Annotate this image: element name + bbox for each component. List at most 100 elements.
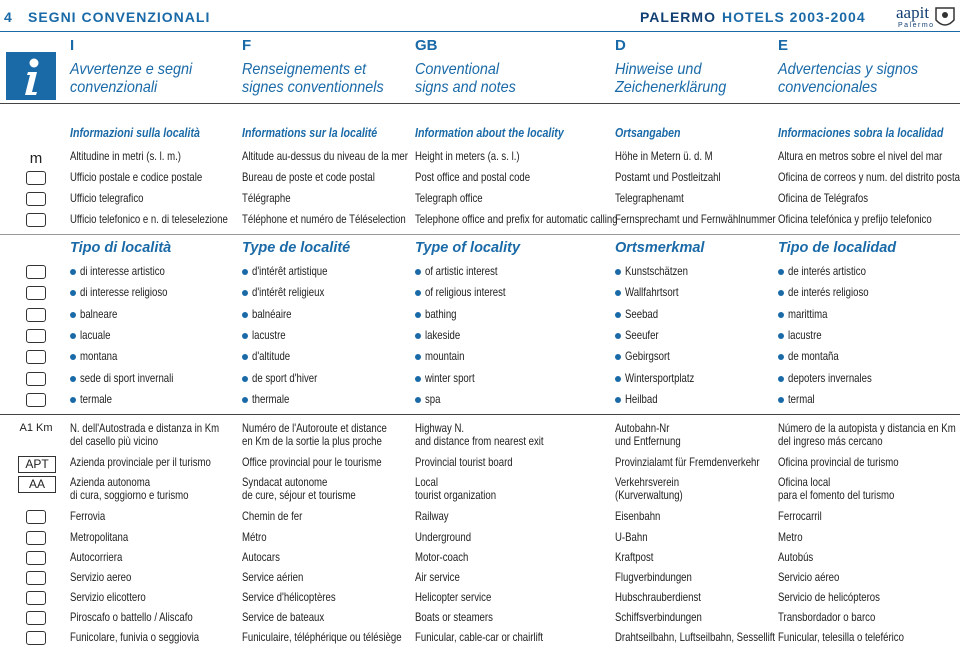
- cell-text: Bureau de poste et code postal: [242, 170, 375, 184]
- column-heading: Ortsangaben: [615, 126, 681, 140]
- column-heading: Information about the locality: [415, 126, 564, 140]
- cell-text: de montaña: [788, 349, 839, 363]
- cell-text: Servizio elicottero: [70, 590, 146, 604]
- cell-text: balneare: [80, 307, 118, 321]
- cell-text: montana: [80, 349, 118, 363]
- bullet: [242, 333, 248, 339]
- language-code: GB: [415, 37, 438, 54]
- cell-text: Altura en metros sobre el nivel del mar: [778, 149, 943, 163]
- cell-text: termale: [80, 392, 113, 406]
- cell-text: Boats or steamers: [415, 610, 493, 624]
- symbol: m: [29, 150, 43, 167]
- bullet: [415, 312, 421, 318]
- icon: [26, 510, 46, 524]
- cell-text: Local tourist organization: [415, 475, 497, 502]
- cell-text: Metropolitana: [70, 530, 129, 544]
- icon: [26, 213, 46, 227]
- cell-text: Oficina provincial de turismo: [778, 455, 899, 469]
- cell-text: Wallfahrtsort: [625, 285, 679, 299]
- cell-text: Flugverbindungen: [615, 570, 692, 584]
- cell-text: di interesse religioso: [80, 285, 168, 299]
- logo-text: aapit: [896, 3, 930, 22]
- cell-text: Téléphone et numéro de Téléselection: [242, 212, 406, 226]
- column-heading: Tipo de localidad: [778, 240, 897, 256]
- bullet: [242, 312, 248, 318]
- cell-text: Railway: [415, 509, 449, 523]
- cell-text: Seebad: [625, 307, 659, 321]
- cell-text: Télégraphe: [242, 191, 291, 205]
- cell-text: mountain: [425, 349, 465, 363]
- language-code: D: [615, 37, 626, 54]
- column-heading: Informazioni sulla località: [70, 126, 200, 140]
- cell-text: Ufficio telefonico e n. di teleselezione: [70, 212, 228, 226]
- language-code: E: [778, 37, 789, 54]
- cell-text: Número de la autopista y distancia en Km…: [778, 421, 956, 448]
- icon: [26, 308, 46, 322]
- cell-text: Fernsprechamt und Fernwählnummer: [615, 212, 776, 226]
- cell-text: spa: [425, 392, 441, 406]
- bullet: [615, 290, 621, 296]
- cell-text: Oficina telefónica y prefijo telefonico: [778, 212, 932, 226]
- header-rule: [0, 31, 960, 32]
- cell-text: Azienda autonoma di cura, soggiorno e tu…: [70, 475, 189, 502]
- cell-text: of artistic interest: [425, 264, 498, 278]
- cell-text: Highway N. and distance from nearest exi…: [415, 421, 544, 448]
- bullet: [415, 269, 421, 275]
- icon: [26, 372, 46, 386]
- icon: [26, 611, 46, 625]
- bullet: [70, 397, 76, 403]
- column-heading: Informations sur la localité: [242, 126, 378, 140]
- publication-title: HOTELS 2003-2004: [722, 9, 866, 25]
- bullet: [415, 354, 421, 360]
- cell-text: de sport d'hiver: [252, 371, 318, 385]
- cell-text: Funicular, cable-car or chairlift: [415, 630, 544, 644]
- cell-text: Seeufer: [625, 328, 659, 342]
- icon: [26, 571, 46, 585]
- cell-text: Altitude au-dessus du niveau de la mer: [242, 149, 408, 163]
- bullet: [242, 269, 248, 275]
- bullet: [615, 397, 621, 403]
- cell-text: Servizio aereo: [70, 570, 132, 584]
- bullet: [415, 333, 421, 339]
- crest: [935, 7, 955, 26]
- bullet: [70, 290, 76, 296]
- language-code: F: [242, 37, 252, 54]
- bullet: [778, 333, 784, 339]
- cell-text: Service de bateaux: [242, 610, 325, 624]
- bullet: [70, 354, 76, 360]
- column-heading: Type of locality: [415, 240, 521, 256]
- cell-text: Servicio aéreo: [778, 570, 840, 584]
- cell-text: Numéro de l'Autoroute et distance en Km …: [242, 421, 387, 448]
- cell-text: Servicio de helicópteros: [778, 590, 880, 604]
- cell-text: Provinzialamt für Fremdenverkehr: [615, 455, 760, 469]
- bullet: [70, 312, 76, 318]
- icon: [26, 329, 46, 343]
- cell-text: Höhe in Metern ü. d. M: [615, 149, 713, 163]
- cell-text: Metro: [778, 530, 803, 544]
- language-title: Hinweise und Zeichenerklärung: [615, 61, 727, 96]
- icon: [26, 286, 46, 300]
- cell-text: de interés religioso: [788, 285, 869, 299]
- rule: [0, 234, 960, 235]
- cell-text: Kraftpost: [615, 550, 654, 564]
- language-title: Conventional signs and notes: [415, 61, 516, 96]
- cell-text: Funicular, telesilla o teleférico: [778, 630, 904, 644]
- cell-text: Oficina de Telégrafos: [778, 191, 869, 205]
- bullet: [778, 269, 784, 275]
- cell-text: Underground: [415, 530, 472, 544]
- cell-text: Gebirgsort: [625, 349, 670, 363]
- bullet: [778, 290, 784, 296]
- bullet: [70, 376, 76, 382]
- cell-text: Service d'hélicoptères: [242, 590, 336, 604]
- cell-text: Helicopter service: [415, 590, 492, 604]
- cell-text: Transbordador o barco: [778, 610, 876, 624]
- language-title: Renseignements et signes conventionnels: [242, 61, 384, 96]
- cell-text: Schiffsverbindungen: [615, 610, 702, 624]
- cell-text: Ferrovia: [70, 509, 106, 523]
- cell-text: Telegraph office: [415, 191, 483, 205]
- icon: [26, 591, 46, 605]
- cell-text: termal: [788, 392, 815, 406]
- language-code: I: [70, 37, 75, 54]
- icon: [26, 393, 46, 407]
- cell-text: d'altitude: [252, 349, 291, 363]
